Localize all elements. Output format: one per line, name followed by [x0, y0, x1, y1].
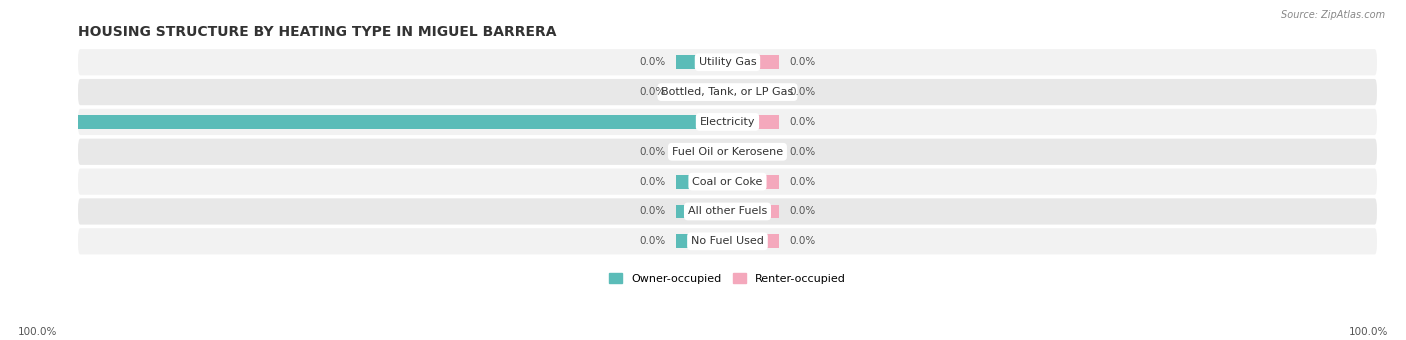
- Text: 0.0%: 0.0%: [789, 87, 815, 97]
- FancyBboxPatch shape: [77, 79, 1376, 105]
- Bar: [675, 234, 727, 248]
- Text: 100.0%: 100.0%: [1348, 327, 1388, 337]
- Bar: [727, 85, 779, 99]
- Text: 0.0%: 0.0%: [640, 206, 666, 217]
- Text: 0.0%: 0.0%: [640, 147, 666, 157]
- Text: Bottled, Tank, or LP Gas: Bottled, Tank, or LP Gas: [661, 87, 793, 97]
- FancyBboxPatch shape: [77, 49, 1376, 75]
- Text: 0.0%: 0.0%: [640, 87, 666, 97]
- Bar: [727, 234, 779, 248]
- Text: 0.0%: 0.0%: [789, 236, 815, 246]
- Text: All other Fuels: All other Fuels: [688, 206, 768, 217]
- Bar: [727, 175, 779, 189]
- Text: Fuel Oil or Kerosene: Fuel Oil or Kerosene: [672, 147, 783, 157]
- Text: Electricity: Electricity: [700, 117, 755, 127]
- Bar: [77, 115, 727, 129]
- Legend: Owner-occupied, Renter-occupied: Owner-occupied, Renter-occupied: [605, 269, 851, 288]
- Bar: [727, 115, 779, 129]
- FancyBboxPatch shape: [77, 169, 1376, 195]
- Bar: [675, 55, 727, 69]
- Text: 0.0%: 0.0%: [789, 206, 815, 217]
- Bar: [675, 145, 727, 159]
- Bar: [675, 85, 727, 99]
- Bar: [675, 175, 727, 189]
- FancyBboxPatch shape: [77, 139, 1376, 165]
- Text: 0.0%: 0.0%: [789, 57, 815, 67]
- Text: 0.0%: 0.0%: [789, 147, 815, 157]
- Bar: [727, 55, 779, 69]
- FancyBboxPatch shape: [77, 198, 1376, 225]
- Text: 0.0%: 0.0%: [789, 176, 815, 187]
- Text: Coal or Coke: Coal or Coke: [692, 176, 762, 187]
- Text: Source: ZipAtlas.com: Source: ZipAtlas.com: [1281, 10, 1385, 20]
- Text: 0.0%: 0.0%: [640, 176, 666, 187]
- Bar: [727, 145, 779, 159]
- Text: 100.0%: 100.0%: [28, 117, 72, 127]
- Text: No Fuel Used: No Fuel Used: [690, 236, 763, 246]
- FancyBboxPatch shape: [77, 109, 1376, 135]
- Text: 100.0%: 100.0%: [18, 327, 58, 337]
- FancyBboxPatch shape: [77, 228, 1376, 254]
- Text: Utility Gas: Utility Gas: [699, 57, 756, 67]
- Text: 0.0%: 0.0%: [789, 117, 815, 127]
- Text: 0.0%: 0.0%: [640, 236, 666, 246]
- Text: 0.0%: 0.0%: [640, 57, 666, 67]
- Bar: [675, 205, 727, 218]
- Bar: [727, 205, 779, 218]
- Text: HOUSING STRUCTURE BY HEATING TYPE IN MIGUEL BARRERA: HOUSING STRUCTURE BY HEATING TYPE IN MIG…: [77, 25, 557, 39]
